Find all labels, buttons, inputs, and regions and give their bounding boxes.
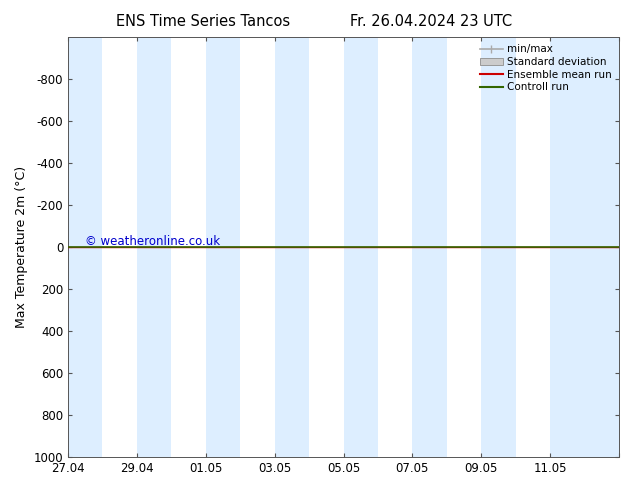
- Bar: [275, 37, 309, 457]
- Bar: [585, 37, 619, 457]
- Text: © weatheronline.co.uk: © weatheronline.co.uk: [84, 235, 220, 248]
- Text: Fr. 26.04.2024 23 UTC: Fr. 26.04.2024 23 UTC: [350, 14, 512, 29]
- Legend: min/max, Standard deviation, Ensemble mean run, Controll run: min/max, Standard deviation, Ensemble me…: [478, 42, 614, 94]
- Bar: [481, 37, 515, 457]
- Bar: [344, 37, 378, 457]
- Bar: [206, 37, 240, 457]
- Bar: [550, 37, 585, 457]
- Bar: [137, 37, 171, 457]
- Bar: [68, 37, 103, 457]
- Bar: [412, 37, 447, 457]
- Text: ENS Time Series Tancos: ENS Time Series Tancos: [116, 14, 290, 29]
- Y-axis label: Max Temperature 2m (°C): Max Temperature 2m (°C): [15, 166, 28, 328]
